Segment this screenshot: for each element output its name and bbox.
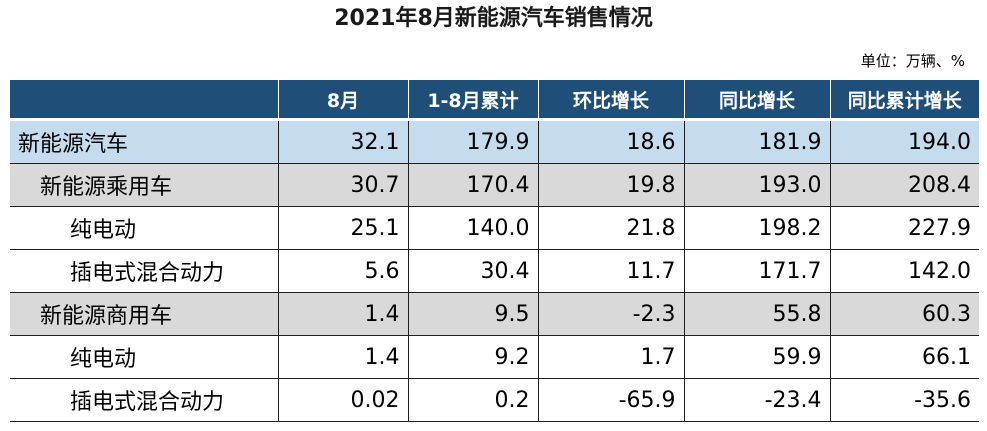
value-cell: 227.9 — [829, 206, 979, 250]
value-cell: -2.3 — [537, 292, 684, 336]
header-cell-yoy-growth: 同比增长 — [683, 80, 830, 121]
table-row: 新能源商用车 1.4 9.5 -2.3 55.8 60.3 — [10, 292, 979, 336]
value-cell: 60.3 — [829, 292, 979, 336]
value-cell: 30.7 — [277, 163, 408, 207]
value-cell: 18.6 — [537, 119, 684, 164]
value-cell: 179.9 — [407, 119, 538, 164]
value-cell: 1.4 — [277, 335, 408, 379]
table-row: 新能源乘用车 30.7 170.4 19.8 193.0 208.4 — [10, 163, 979, 207]
table-body: 新能源汽车 32.1 179.9 18.6 181.9 194.0 新能源乘用车 30.7 17… — [10, 119, 979, 422]
header-cell-mom-growth: 环比增长 — [537, 80, 684, 121]
value-cell: 193.0 — [683, 163, 830, 207]
value-cell: 1.4 — [277, 292, 408, 336]
value-cell: 66.1 — [829, 335, 979, 379]
value-cell: 208.4 — [829, 163, 979, 207]
table-row: 新能源汽车 32.1 179.9 18.6 181.9 194.0 — [10, 119, 979, 164]
value-cell: 142.0 — [829, 249, 979, 293]
table-row: 纯电动 1.4 9.2 1.7 59.9 66.1 — [10, 335, 979, 379]
value-cell: 171.7 — [683, 249, 830, 293]
value-cell: 59.9 — [683, 335, 830, 379]
header-cell-yoy-cumulative-growth: 同比累计增长 — [829, 80, 979, 121]
value-cell: 194.0 — [829, 119, 979, 164]
value-cell: 11.7 — [537, 249, 684, 293]
value-cell: 0.2 — [407, 378, 538, 422]
row-label: 新能源乘用车 — [10, 163, 278, 207]
value-cell: 25.1 — [277, 206, 408, 250]
value-cell: 32.1 — [277, 119, 408, 164]
value-cell: 0.02 — [277, 378, 408, 422]
value-cell: 9.5 — [407, 292, 538, 336]
sales-table: 8月 1-8月累计 环比增长 同比增长 同比累计增长 新能源汽车 32.1 179.… — [10, 80, 979, 422]
header-cell-august: 8月 — [277, 80, 408, 121]
value-cell: 140.0 — [407, 206, 538, 250]
row-label: 纯电动 — [10, 206, 278, 250]
value-cell: 170.4 — [407, 163, 538, 207]
row-label: 纯电动 — [10, 335, 278, 379]
table-row: 插电式混合动力 0.02 0.2 -65.9 -23.4 -35.6 — [10, 378, 979, 422]
row-label: 插电式混合动力 — [10, 249, 278, 293]
value-cell: -35.6 — [829, 378, 979, 422]
row-label: 插电式混合动力 — [10, 378, 278, 422]
table-row: 插电式混合动力 5.6 30.4 11.7 171.7 142.0 — [10, 249, 979, 293]
value-cell: 198.2 — [683, 206, 830, 250]
value-cell: 55.8 — [683, 292, 830, 336]
unit-note: 单位：万辆、% — [860, 52, 965, 70]
chart-title: 2021年8月新能源汽车销售情况 — [334, 6, 653, 31]
value-cell: 19.8 — [537, 163, 684, 207]
value-cell: 30.4 — [407, 249, 538, 293]
header-cell-cumulative: 1-8月累计 — [407, 80, 538, 121]
row-label: 新能源汽车 — [10, 119, 278, 164]
value-cell: 9.2 — [407, 335, 538, 379]
value-cell: 21.8 — [537, 206, 684, 250]
value-cell: -23.4 — [683, 378, 830, 422]
value-cell: 5.6 — [277, 249, 408, 293]
table-row: 纯电动 25.1 140.0 21.8 198.2 227.9 — [10, 206, 979, 250]
header-row: 8月 1-8月累计 环比增长 同比增长 同比累计增长 — [10, 80, 979, 121]
header-cell-label — [10, 80, 278, 121]
row-label: 新能源商用车 — [10, 292, 278, 336]
value-cell: 181.9 — [683, 119, 830, 164]
value-cell: -65.9 — [537, 378, 684, 422]
value-cell: 1.7 — [537, 335, 684, 379]
